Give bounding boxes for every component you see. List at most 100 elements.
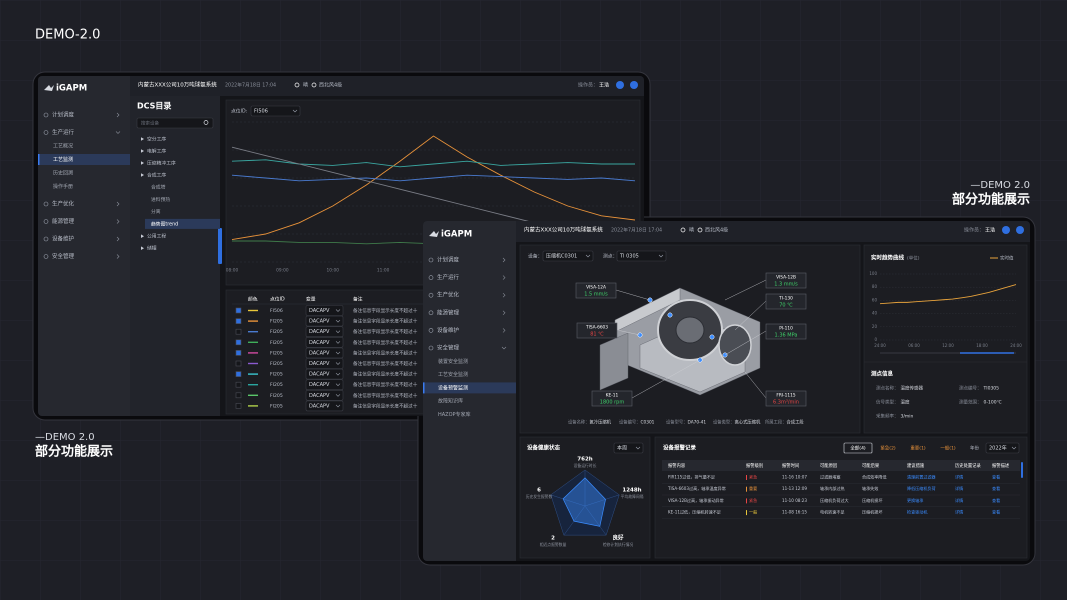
radar-area — [562, 477, 606, 527]
tree-node[interactable]: 储罐 — [147, 245, 157, 252]
table-cell[interactable]: 详情 — [955, 497, 963, 503]
device-select[interactable] — [542, 250, 594, 262]
menu-chevron — [502, 257, 506, 263]
table-cell[interactable]: 查看 — [992, 509, 1000, 515]
row-checkbox[interactable] — [235, 403, 242, 409]
submenu-item[interactable]: 故障知识库 — [438, 398, 463, 405]
variable-select[interactable] — [305, 389, 344, 401]
tree-leaf[interactable]: 分离 — [151, 208, 161, 215]
table-cell[interactable]: 详情 — [955, 485, 963, 491]
menu-item[interactable]: 设备维护 — [52, 235, 75, 243]
table-cell[interactable]: 详情 — [955, 474, 963, 480]
caption-title: 部分功能展示 — [35, 444, 113, 460]
message-button[interactable] — [616, 81, 624, 89]
menu-item[interactable]: 安全管理 — [52, 252, 75, 260]
filter-tab[interactable]: 紧急(2) — [880, 445, 896, 452]
point-label: 点位ID: — [231, 108, 248, 115]
row-checkbox[interactable] — [235, 350, 242, 356]
menu-item[interactable]: 能源管理 — [52, 217, 75, 225]
field-value: 温度 — [901, 399, 910, 406]
table-cell[interactable]: 查看 — [992, 474, 1000, 480]
table-cell[interactable]: 降低压缩机负荷 — [907, 485, 936, 491]
variable-select[interactable] — [305, 326, 344, 338]
variable-select[interactable] — [305, 379, 344, 391]
table-cell[interactable]: 查看 — [992, 485, 1000, 491]
table-cell: 合成效率降低 — [862, 474, 887, 480]
submenu-item[interactable]: 操作手册 — [53, 183, 73, 190]
tree-leaf[interactable]: 合成塔 — [151, 184, 166, 191]
row-checkbox[interactable] — [235, 371, 242, 377]
menu-icon — [43, 236, 49, 242]
point-select[interactable] — [616, 250, 667, 262]
year-select[interactable] — [985, 442, 1020, 454]
variable-select[interactable] — [305, 336, 344, 348]
dropdown-caret — [335, 362, 341, 365]
variable-select[interactable] — [305, 358, 344, 369]
variable-select[interactable] — [305, 347, 344, 359]
filter-tab[interactable]: 全部(4) — [850, 445, 866, 452]
search-box[interactable] — [136, 117, 214, 129]
submenu-item[interactable]: 历史回溯 — [53, 170, 73, 177]
tree-leaf[interactable]: 趋势图trend — [151, 220, 178, 227]
submenu-item[interactable]: HAZOP专家库 — [438, 411, 471, 418]
tree-node[interactable]: 公用工程 — [147, 233, 166, 240]
menu-item[interactable]: 生产运行 — [437, 273, 460, 281]
filter-tab[interactable]: 一般(1) — [940, 445, 956, 452]
variable-select[interactable] — [305, 400, 344, 412]
machine-shaft — [675, 316, 705, 344]
submenu-item[interactable]: 工艺安全监测 — [438, 371, 468, 378]
user-button[interactable] — [1016, 226, 1024, 234]
menu-item[interactable]: 生产运行 — [52, 128, 75, 136]
menu-item[interactable]: 生产优化 — [52, 200, 75, 208]
table-cell[interactable]: 查看 — [992, 497, 1000, 503]
table-cell: 重要 — [749, 485, 757, 491]
variable-select-value: DACAPV — [309, 372, 330, 378]
table-cell[interactable]: 更换轴承 — [907, 497, 923, 503]
variable-select[interactable] — [305, 368, 344, 380]
menu-item[interactable]: 计划调度 — [437, 256, 460, 264]
panel-title: 设备健康状态 — [527, 444, 561, 452]
tree-node[interactable]: 电解工序 — [147, 148, 166, 155]
row-checkbox[interactable] — [235, 360, 242, 367]
row-checkbox[interactable] — [235, 381, 242, 388]
period-select[interactable] — [613, 442, 644, 454]
dropdown-caret — [635, 446, 641, 450]
x-tick-label: 24:00 — [874, 343, 886, 348]
filter-tab[interactable]: 重要(1) — [910, 445, 926, 452]
row-checkbox[interactable] — [235, 307, 242, 314]
point-select[interactable] — [250, 105, 301, 117]
user-button[interactable] — [630, 81, 638, 89]
dropdown-caret — [335, 351, 341, 355]
table-cell[interactable]: 详情 — [955, 509, 963, 515]
variable-select[interactable] — [305, 305, 344, 316]
menu-item[interactable]: 生产优化 — [437, 291, 460, 299]
message-button[interactable] — [1002, 226, 1010, 234]
caption-title: 部分功能展示 — [952, 192, 1030, 208]
submenu-item[interactable]: 装置安全监测 — [438, 358, 468, 365]
date: 2022年7月18日 17:04 — [611, 227, 662, 234]
table-cell[interactable]: 检查驱动机 — [907, 509, 927, 515]
submenu-item[interactable]: 设备预警监测 — [438, 384, 468, 391]
reading-value: 1.3 mm/s — [774, 282, 798, 288]
tree-node[interactable]: 压缩精冲工序 — [147, 160, 176, 167]
row-checkbox[interactable] — [235, 328, 242, 335]
submenu-item[interactable]: 工艺概况 — [53, 143, 73, 150]
tree-leaf[interactable]: 进料预热 — [151, 196, 170, 203]
menu-item[interactable]: 安全管理 — [437, 344, 460, 352]
tree-node[interactable]: 合成工序 — [147, 172, 166, 179]
menu-item[interactable]: 能源管理 — [437, 308, 460, 316]
tree-caret — [141, 173, 144, 177]
row-note: 备注信息字段显示长度不超过十 — [353, 318, 418, 325]
table-cell[interactable]: 清理前置过滤器 — [907, 474, 936, 480]
submenu-item[interactable]: 工艺监测 — [53, 156, 73, 163]
operator-label: 操作员： — [964, 227, 984, 234]
variable-select[interactable] — [305, 315, 344, 327]
tree-node[interactable]: 空分工序 — [147, 136, 166, 143]
menu-item[interactable]: 计划调度 — [52, 111, 75, 119]
menu-item[interactable]: 设备维护 — [437, 326, 460, 334]
collapse-handle[interactable] — [218, 228, 222, 264]
row-checkbox[interactable] — [235, 339, 242, 346]
row-checkbox[interactable] — [235, 392, 242, 399]
variable-select-value: DACAPV — [309, 403, 330, 409]
row-checkbox[interactable] — [235, 318, 242, 324]
